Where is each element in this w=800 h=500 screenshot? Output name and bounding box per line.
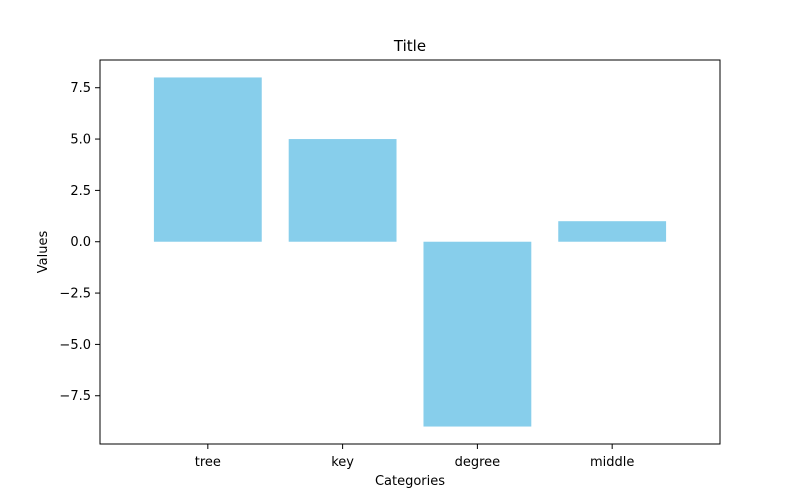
y-tick-label: 7.5 (70, 81, 91, 96)
x-axis-title: Categories (375, 474, 445, 489)
y-tick-label: −7.5 (59, 389, 91, 404)
y-tick-label: −5.0 (59, 338, 91, 353)
y-axis-title: Values (36, 231, 51, 274)
plot-frame (99, 59, 721, 445)
bar-degree (423, 241, 532, 427)
y-tick-label: 2.5 (70, 184, 91, 199)
bar-tree (153, 77, 262, 242)
chart-title: Title (393, 37, 426, 55)
bar-middle (558, 221, 667, 242)
x-tick-label-degree: degree (455, 455, 501, 470)
bars-layer (153, 77, 667, 427)
x-tick-label-key: key (331, 455, 354, 470)
ticks-layer: −7.5 −5.0 −2.5 0.0 2.5 5.0 7.5 tree key degree mid… (59, 81, 634, 470)
x-tick-label-tree: tree (195, 455, 221, 470)
y-tick-label: 0.0 (70, 235, 91, 250)
y-tick-label: −2.5 (59, 287, 91, 302)
x-tick-label-middle: middle (590, 455, 634, 470)
bar-key (288, 139, 397, 242)
y-tick-label: 5.0 (70, 133, 91, 148)
